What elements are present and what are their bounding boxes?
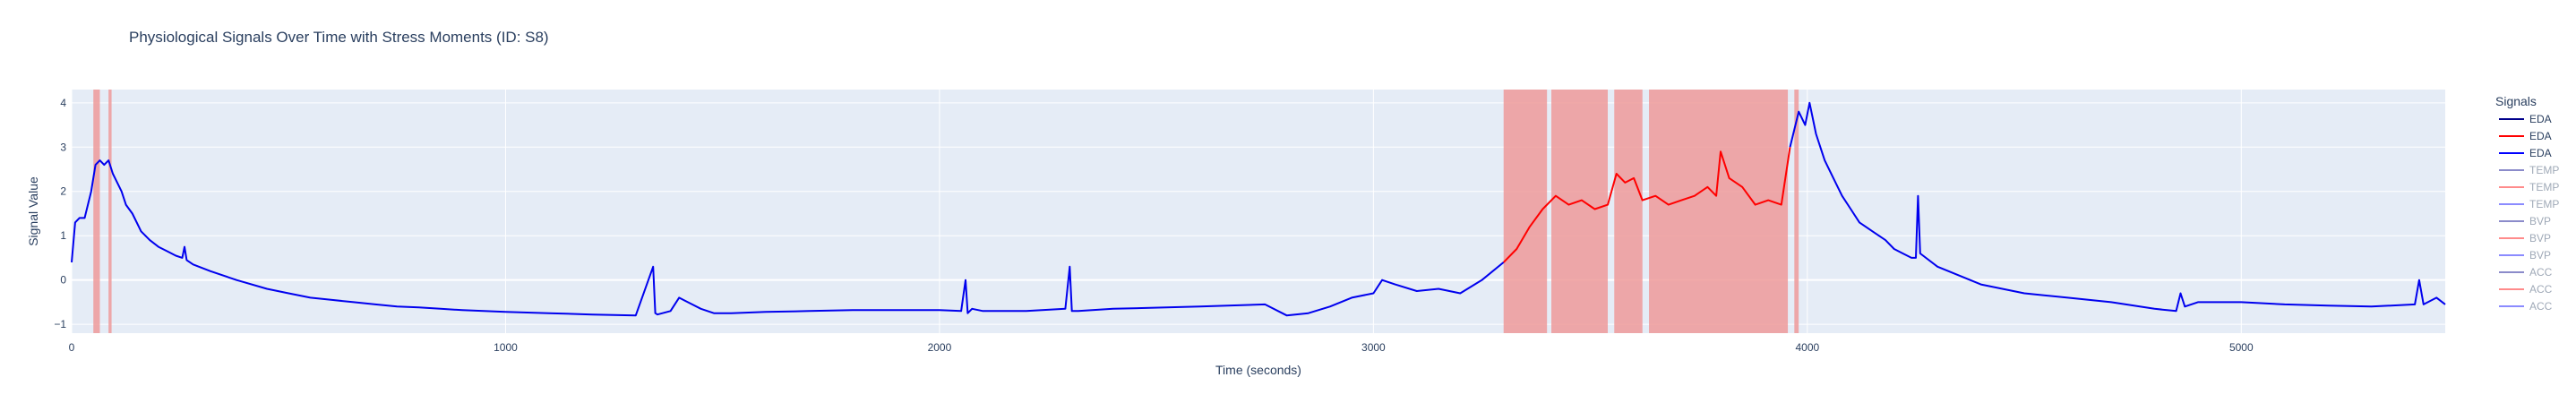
stress-region — [1503, 90, 1548, 333]
legend-item-acc[interactable]: ACC — [2499, 283, 2553, 296]
x-axis-ticks: 0 1000 2000 3000 4000 5000 — [69, 341, 2254, 354]
legend[interactable]: Signals EDA EDA EDA TEMP TEMP TEMP BVP BVP BVP AC… — [2495, 94, 2559, 313]
legend-label: BVP — [2529, 215, 2551, 227]
legend-item-eda[interactable]: EDA — [2499, 113, 2552, 125]
legend-label: TEMP — [2529, 198, 2559, 210]
legend-item-eda[interactable]: EDA — [2499, 130, 2552, 142]
legend-title: Signals — [2495, 94, 2537, 108]
x-tick-label: 1000 — [494, 341, 518, 354]
y-tick-label: 1 — [60, 229, 66, 242]
legend-label: EDA — [2529, 147, 2552, 159]
x-tick-label: 2000 — [928, 341, 952, 354]
legend-item-acc[interactable]: ACC — [2499, 300, 2553, 313]
stress-region — [1649, 90, 1789, 333]
legend-label: TEMP — [2529, 164, 2559, 176]
y-tick-label: 2 — [60, 185, 66, 198]
x-tick-label: 3000 — [1361, 341, 1386, 354]
x-axis-label: Time (seconds) — [1215, 363, 1301, 377]
x-tick-label: 0 — [69, 341, 75, 354]
stress-region — [1551, 90, 1608, 333]
stress-region — [1614, 90, 1643, 333]
legend-label: TEMP — [2529, 181, 2559, 193]
y-axis-ticks: −1 0 1 2 3 4 — [54, 97, 66, 330]
eda-series-line — [1502, 147, 1791, 263]
x-tick-label: 4000 — [1795, 341, 1819, 354]
series-lines — [71, 101, 2446, 317]
legend-label: ACC — [2529, 283, 2553, 296]
eda-series-line — [71, 159, 1505, 317]
legend-item-eda[interactable]: EDA — [2499, 147, 2552, 159]
stress-region — [1794, 90, 1799, 333]
legend-label: EDA — [2529, 113, 2552, 125]
legend-label: EDA — [2529, 130, 2552, 142]
legend-item-bvp[interactable]: BVP — [2499, 249, 2551, 262]
legend-label: BVP — [2529, 232, 2551, 244]
eda-series-line — [1789, 101, 2446, 313]
legend-item-temp[interactable]: TEMP — [2499, 164, 2559, 176]
chart-title: Physiological Signals Over Time with Str… — [129, 29, 549, 46]
stress-region — [93, 90, 100, 333]
legend-label: BVP — [2529, 249, 2551, 262]
legend-item-temp[interactable]: TEMP — [2499, 181, 2559, 193]
plot-area — [72, 90, 2445, 333]
y-tick-label: −1 — [54, 318, 66, 330]
y-axis-label: Signal Value — [26, 176, 40, 246]
legend-item-acc[interactable]: ACC — [2499, 266, 2553, 279]
x-tick-label: 5000 — [2229, 341, 2254, 354]
legend-label: ACC — [2529, 300, 2553, 313]
stress-region — [108, 90, 112, 333]
legend-item-bvp[interactable]: BVP — [2499, 215, 2551, 227]
legend-item-temp[interactable]: TEMP — [2499, 198, 2559, 210]
stress-regions — [93, 90, 1799, 333]
y-tick-label: 0 — [60, 274, 66, 287]
y-tick-label: 3 — [60, 141, 66, 153]
y-tick-label: 4 — [60, 97, 66, 109]
grid — [71, 90, 2445, 333]
legend-item-bvp[interactable]: BVP — [2499, 232, 2551, 244]
legend-label: ACC — [2529, 266, 2553, 279]
